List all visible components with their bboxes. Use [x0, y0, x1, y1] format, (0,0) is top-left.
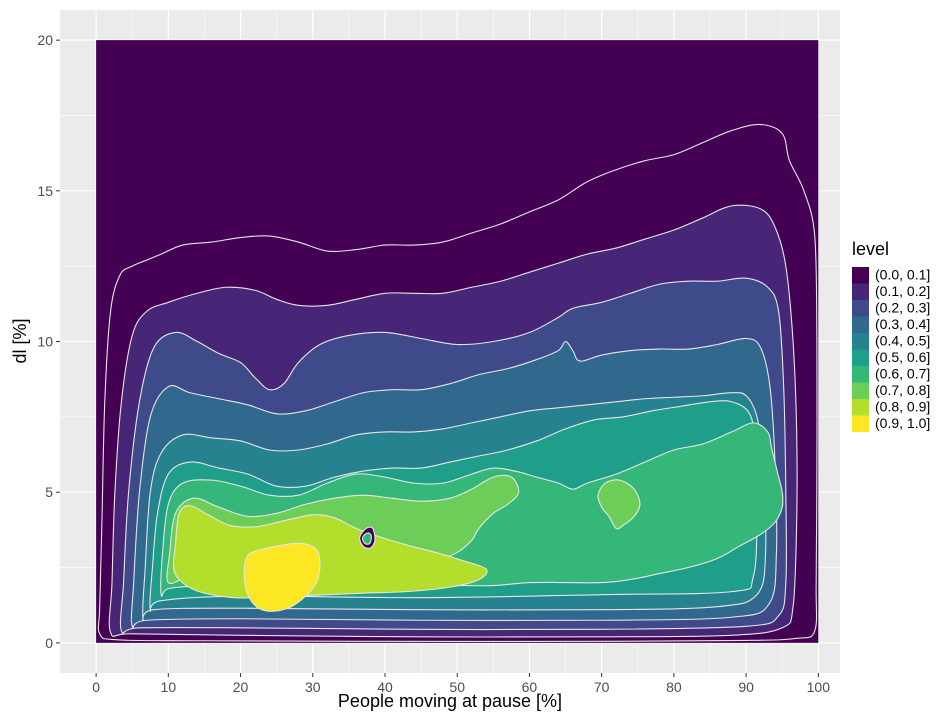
legend-key	[852, 415, 869, 432]
legend-label: (0.4, 0.5]	[875, 333, 930, 349]
x-tick-label: 0	[92, 679, 100, 695]
contour-region-level-10	[243, 542, 321, 612]
y-tick-label: 20	[37, 32, 53, 48]
x-tick-label: 90	[738, 679, 754, 695]
legend-key	[852, 382, 869, 399]
y-tick-label: 10	[37, 334, 53, 350]
legend-key	[852, 267, 869, 284]
legend-key	[852, 300, 869, 317]
legend-label: (0.6, 0.7]	[875, 366, 930, 382]
legend-label: (0.5, 0.6]	[875, 349, 930, 365]
x-tick-label: 50	[449, 679, 465, 695]
legend-key	[852, 316, 869, 333]
x-axis: 0 10 20 30 40 50 60 70 80 90 100	[92, 673, 830, 695]
x-tick-label: 100	[807, 679, 831, 695]
x-tick-label: 40	[377, 679, 393, 695]
legend-label: (0.9, 1.0]	[875, 415, 930, 431]
x-tick-label: 30	[305, 679, 321, 695]
y-tick-label: 0	[45, 635, 53, 651]
x-tick-label: 80	[666, 679, 682, 695]
x-axis-title: People moving at pause [%]	[338, 691, 562, 711]
legend-key	[852, 366, 869, 383]
legend-label: (0.0, 0.1]	[875, 267, 930, 283]
legend-label: (0.3, 0.4]	[875, 316, 930, 332]
legend: level (0.0, 0.1](0.1, 0.2](0.2, 0.3](0.3…	[852, 239, 930, 432]
x-tick-label: 20	[233, 679, 249, 695]
legend-key	[852, 333, 869, 350]
legend-key	[852, 349, 869, 366]
contour-region-level-7	[361, 532, 372, 545]
legend-label: (0.8, 0.9]	[875, 399, 930, 415]
legend-key	[852, 283, 869, 300]
legend-key	[852, 399, 869, 416]
legend-label: (0.7, 0.8]	[875, 382, 930, 398]
y-tick-label: 15	[37, 183, 53, 199]
y-tick-label: 5	[45, 484, 53, 500]
x-tick-label: 10	[161, 679, 177, 695]
y-axis: 0 5 10 15 20	[37, 32, 60, 651]
y-axis-title: dl [%]	[10, 318, 30, 363]
legend-label: (0.2, 0.3]	[875, 300, 930, 316]
x-tick-label: 60	[522, 679, 538, 695]
legend-label: (0.1, 0.2]	[875, 283, 930, 299]
x-tick-label: 70	[594, 679, 610, 695]
legend-title: level	[852, 239, 889, 259]
contour-regions	[96, 40, 819, 643]
contour-region-level-8	[597, 479, 641, 530]
